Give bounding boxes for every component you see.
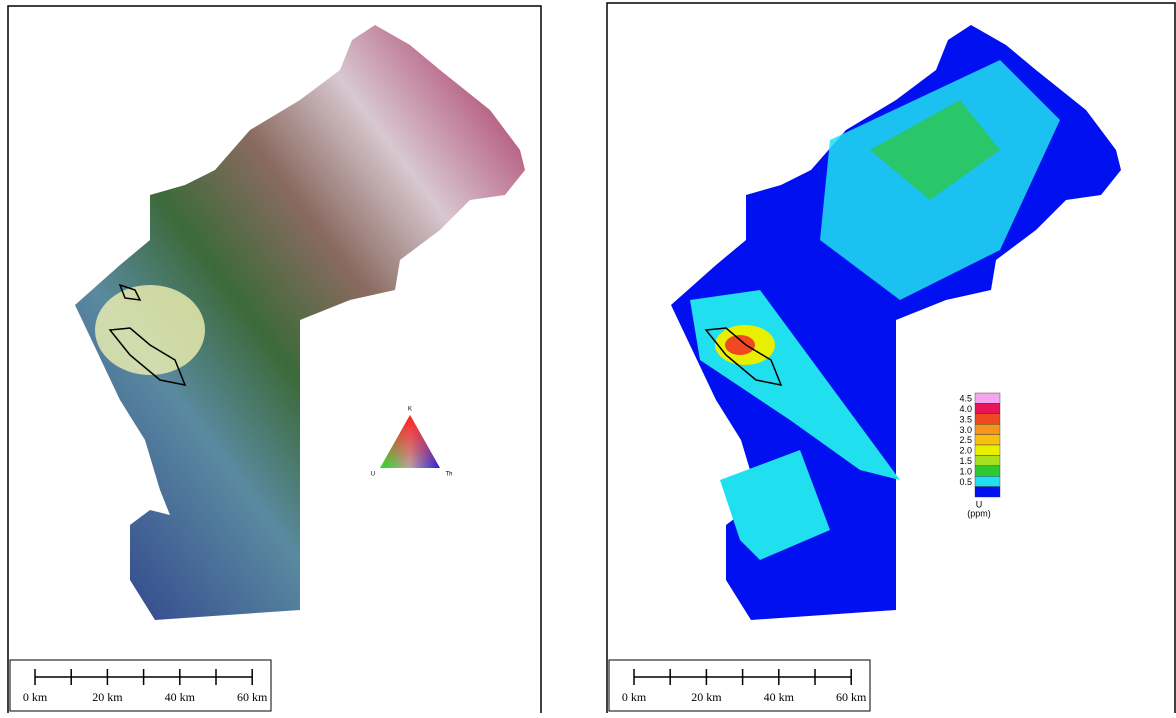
scale-bars: 0 km 20 km 40 km 60 km 0 km 20 km 40 km 60 km: [10, 660, 870, 711]
legend-swatch: [975, 466, 1000, 476]
legend-swatch: [975, 393, 1000, 403]
ternary-label: U: [371, 472, 375, 478]
legend-swatch: [975, 455, 1000, 465]
legend-swatch: [975, 403, 1000, 413]
legend-swatch: [975, 445, 1000, 455]
legend-label: 4.0: [959, 404, 972, 414]
legend-label: 1.0: [959, 466, 972, 476]
legend-swatch: [975, 487, 1000, 497]
scale-label: 60 km: [237, 690, 268, 704]
legend-swatch: [975, 424, 1000, 434]
legend-swatch: [975, 414, 1000, 424]
left-map: K U Th: [75, 25, 525, 620]
scale-label: 40 km: [764, 690, 795, 704]
scale-box: [609, 660, 870, 711]
right-map: 4.54.03.53.02.52.01.51.00.5U(ppm): [671, 25, 1121, 620]
ternary-triangle: [380, 415, 440, 468]
legend-label: 2.5: [959, 435, 972, 445]
legend-label: 3.5: [959, 414, 972, 424]
scale-box: [10, 660, 271, 711]
legend-swatch: [975, 435, 1000, 445]
figure: K U Th 4.54.03.53.02.52.01.51.00.5U(ppm)…: [0, 0, 1176, 713]
scale-label: 0 km: [622, 690, 647, 704]
scale-label: 20 km: [691, 690, 722, 704]
ternary-label: Th: [445, 472, 452, 478]
scale-label: 40 km: [165, 690, 196, 704]
legend-label: 1.5: [959, 456, 972, 466]
legend-label: 3.0: [959, 425, 972, 435]
ternary-label: K: [408, 407, 412, 413]
scale-label: 60 km: [836, 690, 867, 704]
legend-swatch: [975, 476, 1000, 486]
legend: 4.54.03.53.02.52.01.51.00.5U(ppm): [959, 393, 1000, 518]
legend-label: 0.5: [959, 477, 972, 487]
scale-label: 20 km: [92, 690, 123, 704]
legend-label: 2.0: [959, 446, 972, 456]
scale-label: 0 km: [23, 690, 48, 704]
legend-label: 4.5: [959, 394, 972, 404]
zone: [725, 335, 755, 355]
legend-unit: (ppm): [967, 508, 991, 518]
